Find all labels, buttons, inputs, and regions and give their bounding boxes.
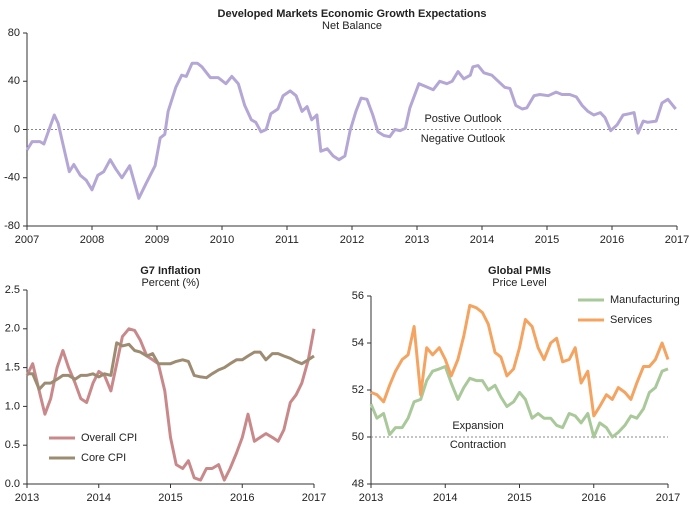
y-tick-label: -40	[4, 172, 20, 184]
x-tick-label: 2009	[145, 234, 169, 246]
series-line	[25, 61, 677, 200]
y-tick-label: 40	[8, 75, 20, 87]
y-tick-label: 0	[14, 123, 20, 135]
y-tick-label: 0.5	[5, 439, 20, 451]
x-tick-label: 2017	[656, 492, 680, 504]
x-tick-label: 2016	[230, 492, 254, 504]
y-tick-label: 80	[8, 27, 20, 39]
chart-subtitle: Price Level	[492, 277, 546, 289]
series-line	[27, 341, 315, 391]
annotation: Negative Outlook	[421, 133, 506, 145]
legend-label: Core CPI	[81, 452, 126, 464]
chart-title: G7 Inflation	[140, 265, 201, 277]
series-line	[25, 327, 316, 482]
x-tick-label: 2015	[158, 492, 182, 504]
x-tick-label: 2015	[535, 234, 559, 246]
y-tick-label: 2.0	[5, 323, 20, 335]
y-tick-label: -80	[4, 220, 20, 232]
x-tick-label: 2017	[665, 234, 689, 246]
legend-label: Overall CPI	[81, 432, 137, 444]
y-tick-label: 52	[352, 384, 364, 396]
y-tick-label: 48	[352, 478, 364, 490]
x-tick-label: 2014	[87, 492, 111, 504]
x-tick-label: 2012	[340, 234, 364, 246]
x-tick-label: 2015	[507, 492, 531, 504]
y-tick-label: 1.0	[5, 400, 20, 412]
chart-title: Global PMIs	[488, 265, 551, 277]
x-tick-label: 2017	[302, 492, 326, 504]
series-line	[370, 303, 670, 418]
annotation: Postive Outlook	[424, 113, 502, 125]
x-tick-label: 2011	[275, 234, 299, 246]
annotation: Contraction	[450, 439, 506, 451]
y-tick-label: 50	[352, 431, 364, 443]
annotation: Expansion	[452, 420, 503, 432]
x-tick-label: 2013	[405, 234, 429, 246]
legend-label: Manufacturing	[610, 294, 680, 306]
chart-subtitle: Percent (%)	[141, 277, 199, 289]
x-tick-label: 2014	[433, 492, 457, 504]
legend-label: Services	[610, 314, 653, 326]
x-tick-label: 2013	[359, 492, 383, 504]
x-tick-label: 2016	[600, 234, 624, 246]
y-tick-label: 1.5	[5, 362, 20, 374]
x-tick-label: 2008	[80, 234, 104, 246]
series-line	[369, 365, 669, 439]
y-tick-label: 56	[352, 290, 364, 302]
x-tick-label: 2007	[15, 234, 39, 246]
x-tick-label: 2014	[470, 234, 494, 246]
chart-subtitle: Net Balance	[322, 20, 382, 32]
x-tick-label: 2013	[15, 492, 39, 504]
y-tick-label: 54	[352, 337, 364, 349]
y-tick-label: 2.5	[5, 284, 20, 296]
x-tick-label: 2016	[582, 492, 606, 504]
y-tick-label: 0.0	[5, 478, 20, 490]
chart-title: Developed Markets Economic Growth Expect…	[218, 8, 487, 20]
x-tick-label: 2010	[210, 234, 234, 246]
